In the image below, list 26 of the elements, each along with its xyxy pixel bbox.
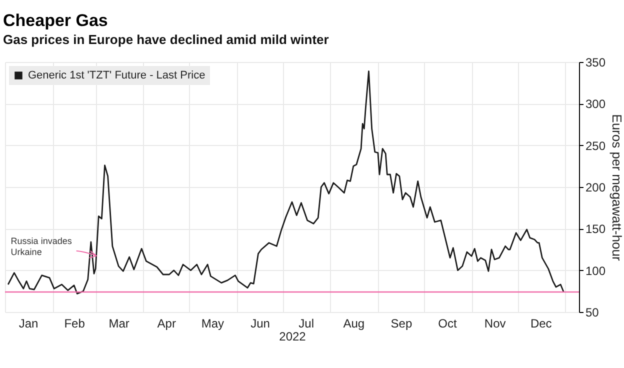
line-series xyxy=(7,70,564,294)
x-tick-label: Jun xyxy=(250,316,270,330)
x-tick-label: May xyxy=(201,316,224,330)
x-tick-label: Apr xyxy=(157,316,176,330)
x-axis-title: 2022 xyxy=(279,330,306,344)
x-tick-label: Feb xyxy=(64,316,86,330)
chart-subtitle: Gas prices in Europe have declined amid mild winter xyxy=(3,32,329,47)
y-tick-label: 250 xyxy=(586,138,606,153)
x-tick-label: Jan xyxy=(18,316,38,330)
x-tick-label: Jul xyxy=(298,316,314,330)
chart-title: Cheaper Gas xyxy=(3,11,108,30)
y-tick-label: 150 xyxy=(586,222,606,236)
y-tick-label: 350 xyxy=(586,56,606,70)
x-tick-label: Aug xyxy=(343,316,365,330)
y-tick-label: 100 xyxy=(586,264,606,278)
x-tick-label: Mar xyxy=(108,316,130,330)
x-tick-label: Oct xyxy=(438,316,458,330)
y-axis-title: Euros per megawatt-hour xyxy=(610,114,624,262)
y-tick-label: 50 xyxy=(586,306,600,320)
annotation: Russia invades Urkaine xyxy=(10,236,72,257)
x-tick-label: Dec xyxy=(530,316,552,330)
x-tick-label: Nov xyxy=(484,316,506,330)
y-tick-label: 200 xyxy=(586,180,606,194)
y-tick-label: 300 xyxy=(586,97,606,112)
x-tick-label: Sep xyxy=(390,316,412,330)
legend-label: Generic 1st 'TZT' Future - Last Price xyxy=(28,70,206,82)
